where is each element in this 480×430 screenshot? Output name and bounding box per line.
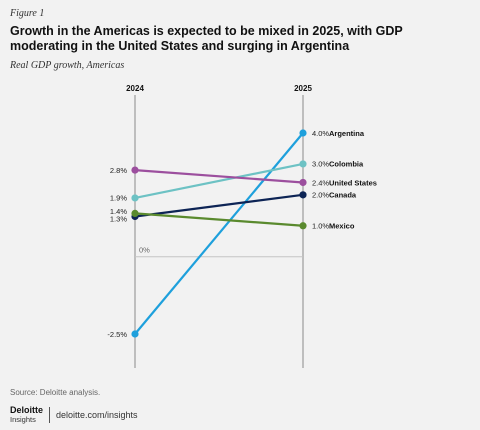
source-note: Source: Deloitte analysis. bbox=[10, 388, 101, 397]
series-name-united-states: United States bbox=[329, 178, 377, 187]
figure-label: Figure 1 bbox=[10, 8, 45, 19]
series-name-colombia: Colombia bbox=[329, 160, 364, 169]
footer-branding: Deloitte Insights deloitte.com/insights bbox=[10, 405, 138, 425]
value-label-argentina-2024: -2.5% bbox=[107, 330, 127, 339]
value-label-argentina-2025: 4.0% bbox=[312, 129, 329, 138]
value-label-united-states-2025: 2.4% bbox=[312, 178, 329, 187]
series-line-argentina bbox=[134, 132, 304, 335]
point-mexico-2024 bbox=[131, 209, 139, 217]
point-argentina-2025 bbox=[299, 129, 307, 137]
value-label-mexico-2024: 1.4% bbox=[110, 207, 127, 216]
series-name-argentina: Argentina bbox=[329, 129, 365, 138]
point-united-states-2025 bbox=[299, 178, 307, 187]
point-colombia-2024 bbox=[131, 194, 139, 202]
zero-label: 0% bbox=[139, 246, 150, 255]
series-line-colombia bbox=[134, 162, 304, 200]
point-canada-2025 bbox=[299, 191, 307, 199]
point-mexico-2025 bbox=[299, 222, 307, 230]
value-label-colombia-2024: 1.9% bbox=[110, 194, 127, 203]
chart-subtitle: Real GDP growth, Americas bbox=[10, 60, 125, 71]
series-line-united-states bbox=[134, 169, 304, 184]
brand-sub: Insights bbox=[10, 415, 36, 424]
value-label-canada-2024: 1.3% bbox=[110, 214, 127, 223]
brand-name: Deloitte bbox=[10, 405, 44, 415]
series-line-canada bbox=[134, 193, 304, 218]
deloitte-logo: Deloitte Insights bbox=[10, 405, 44, 425]
series-name-canada: Canada bbox=[329, 191, 357, 200]
value-label-mexico-2025: 1.0% bbox=[312, 222, 329, 231]
value-label-colombia-2025: 3.0% bbox=[312, 160, 329, 169]
brand-url[interactable]: deloitte.com/insights bbox=[56, 410, 138, 420]
point-united-states-2024 bbox=[131, 166, 139, 174]
point-argentina-2024 bbox=[131, 330, 139, 338]
value-label-united-states-2024: 2.8% bbox=[110, 166, 127, 175]
series-name-mexico: Mexico bbox=[329, 222, 355, 231]
year-label-2024: 2024 bbox=[126, 84, 144, 93]
slope-chart: 2024 2025 0% -2.5% 1.9% 2.8% 1.3%1.4% 4.0% Argen… bbox=[107, 84, 377, 368]
brand-divider bbox=[49, 407, 51, 423]
value-label-canada-2025: 2.0% bbox=[312, 191, 329, 200]
chart-title: Growth in the Americas is expected to be… bbox=[10, 24, 403, 53]
point-colombia-2025 bbox=[299, 160, 307, 168]
year-label-2025: 2025 bbox=[294, 84, 312, 93]
series-line-mexico bbox=[134, 212, 304, 227]
